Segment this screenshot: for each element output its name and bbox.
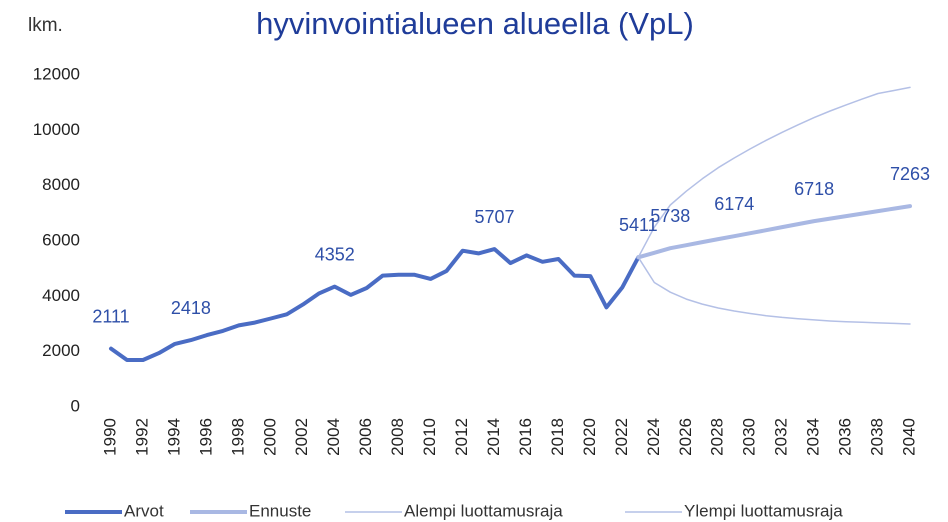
y-tick-label: 0: [71, 396, 80, 415]
series-line: [109, 247, 641, 362]
data-label: 7263: [890, 164, 930, 184]
x-tick-label: 2000: [260, 418, 279, 456]
x-tick-label: 1992: [132, 418, 151, 456]
data-label: 5707: [474, 207, 514, 227]
x-tick-label: 2018: [548, 418, 567, 456]
y-axis-label: lkm.: [28, 15, 63, 36]
x-tick-label: 2030: [740, 418, 759, 456]
y-tick-label: 6000: [42, 230, 80, 249]
series-line: [637, 86, 911, 259]
x-tick-label: 2022: [612, 418, 631, 456]
legend-label: Alempi luottamusraja: [404, 501, 563, 520]
legend-label: Ylempi luottamusraja: [684, 501, 843, 520]
data-label: 6718: [794, 179, 834, 199]
y-tick-label: 12000: [33, 64, 80, 83]
series-line: [636, 204, 912, 260]
data-label: 2111: [92, 306, 129, 326]
x-tick-label: 2016: [516, 418, 535, 456]
data-label: 5411: [619, 215, 658, 235]
chart-title: hyvinvointialueen alueella (VpL): [256, 6, 694, 41]
x-tick-label: 2014: [484, 418, 503, 456]
data-label: 5738: [650, 206, 690, 226]
x-tick-label: 2040: [899, 418, 918, 456]
series-line: [637, 256, 911, 325]
legend-label: Arvot: [124, 501, 164, 520]
x-tick-label: 2036: [836, 418, 855, 456]
x-tick-label: 2032: [772, 418, 791, 456]
y-tick-label: 10000: [33, 120, 80, 139]
x-tick-label: 1998: [228, 418, 247, 456]
x-tick-label: 2038: [868, 418, 887, 456]
x-tick-label: 1994: [164, 418, 183, 456]
y-tick-label: 4000: [42, 286, 80, 305]
x-tick-label: 2004: [324, 418, 343, 456]
legend-label: Ennuste: [249, 501, 311, 520]
x-tick-label: 1996: [196, 418, 215, 456]
data-label: 2418: [171, 298, 211, 318]
y-tick-label: 8000: [42, 175, 80, 194]
x-tick-label: 1990: [100, 418, 119, 456]
x-tick-label: 2034: [804, 418, 823, 456]
x-tick-label: 2020: [580, 418, 599, 456]
data-label: 4352: [315, 244, 355, 264]
y-tick-label: 2000: [42, 341, 80, 360]
x-tick-label: 2024: [644, 418, 663, 456]
x-tick-label: 2006: [356, 418, 375, 456]
x-tick-label: 2028: [708, 418, 727, 456]
x-tick-label: 2010: [420, 418, 439, 456]
x-tick-label: 2026: [676, 418, 695, 456]
x-tick-label: 2012: [452, 418, 471, 456]
x-tick-label: 2008: [388, 418, 407, 456]
data-label: 6174: [714, 194, 754, 214]
x-tick-label: 2002: [292, 418, 311, 456]
